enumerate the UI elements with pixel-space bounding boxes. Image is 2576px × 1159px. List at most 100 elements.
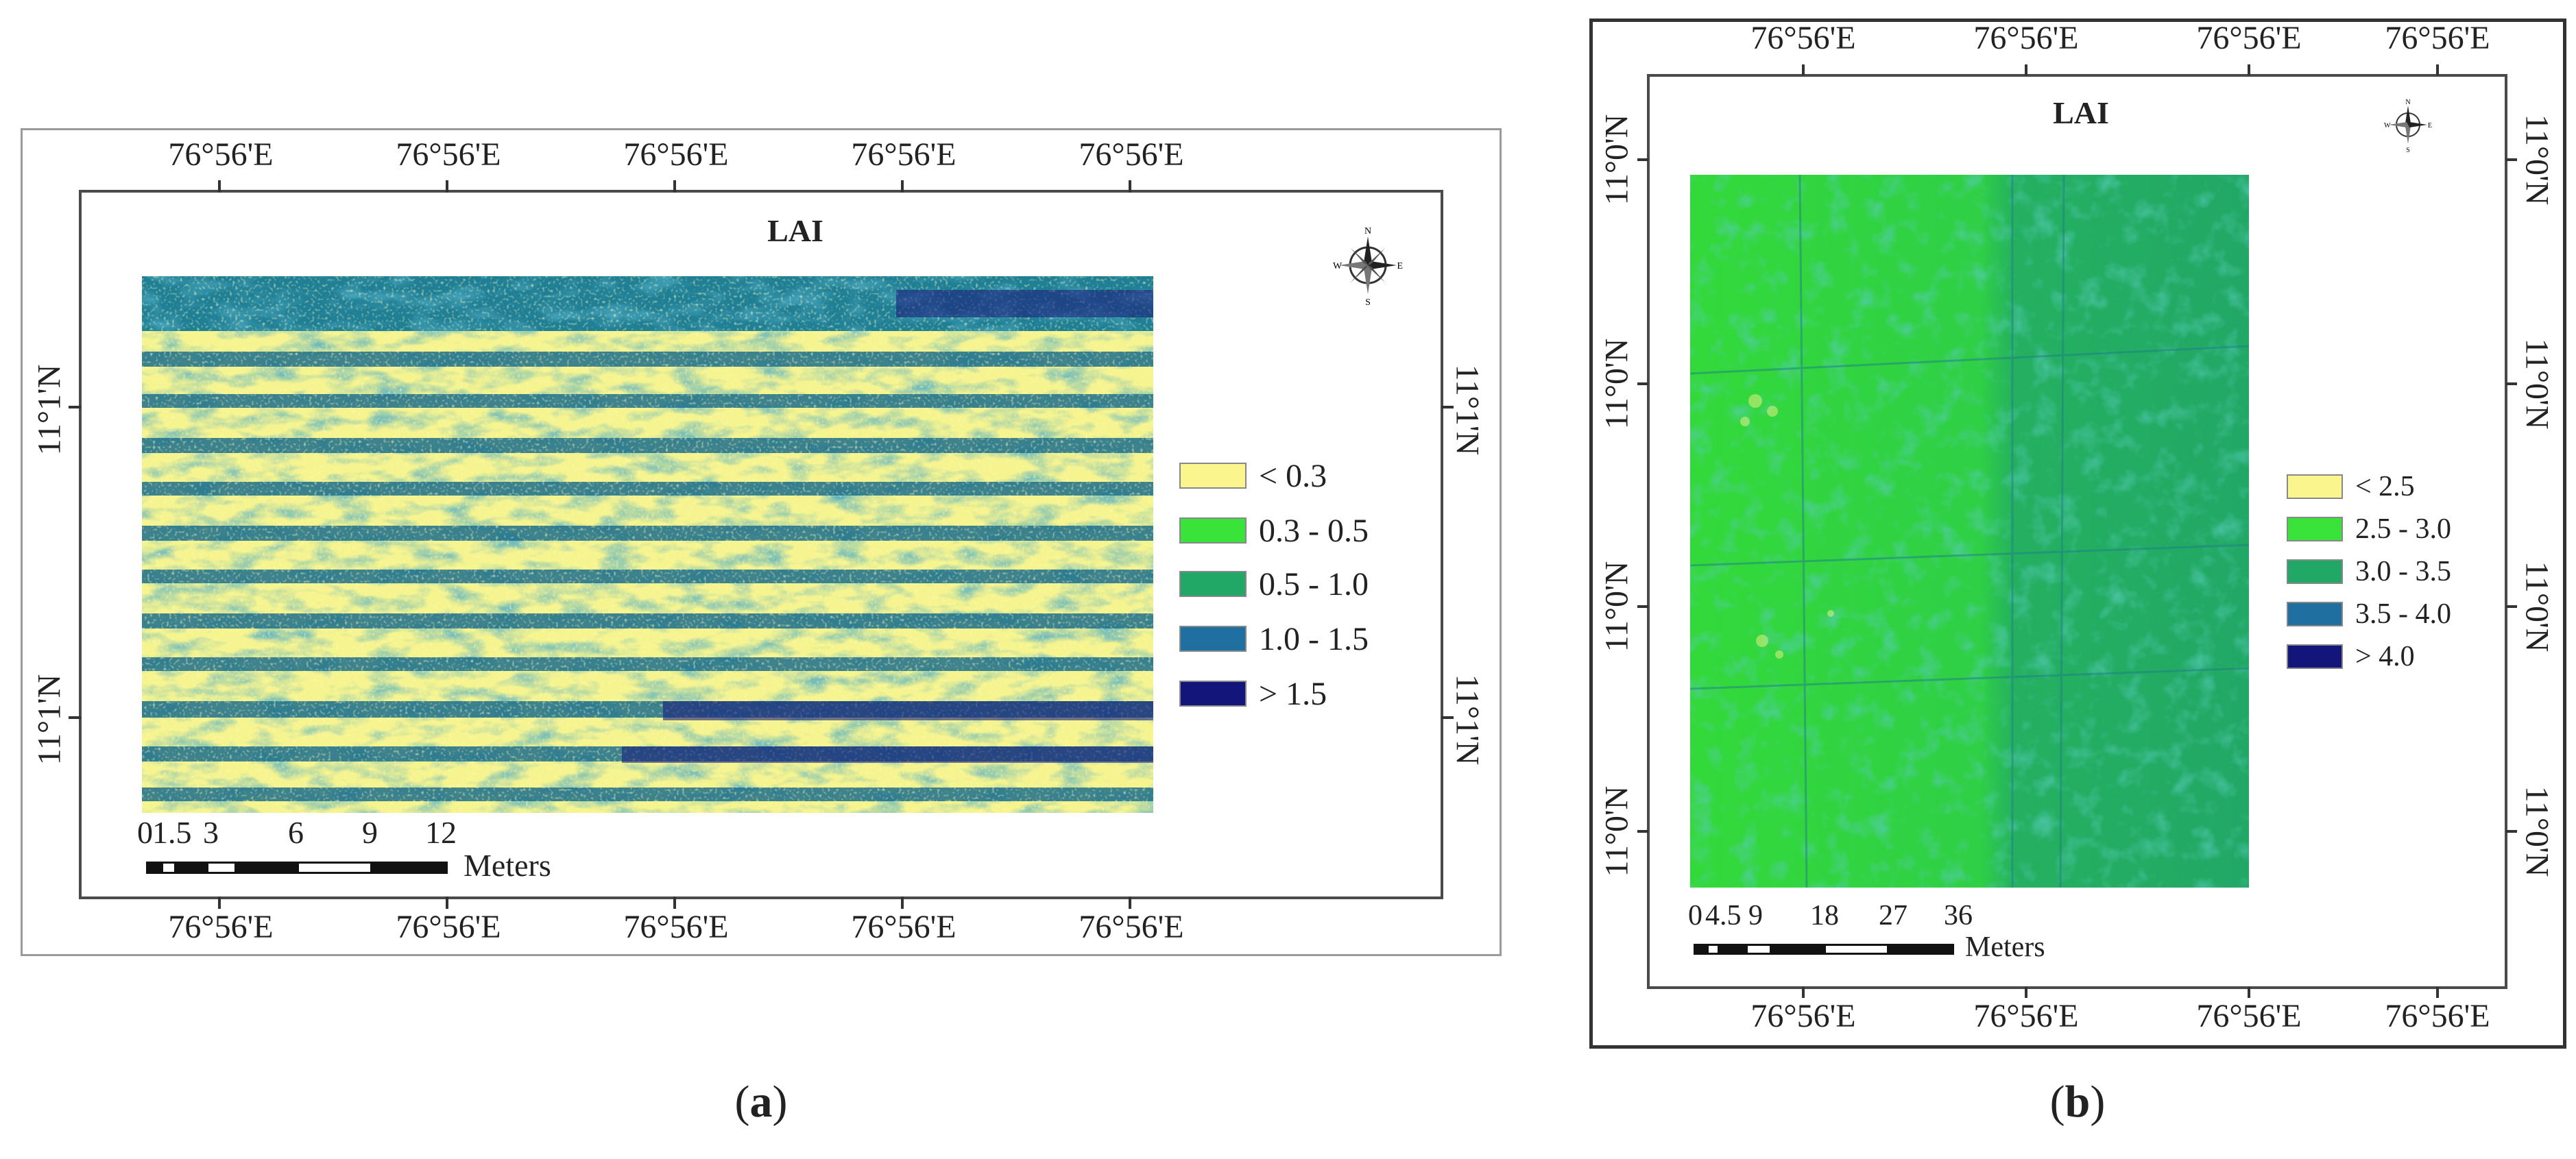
legend-item-a: 0.3 - 0.5 (1179, 513, 1369, 549)
scale-segment (372, 862, 448, 874)
tick-mark (218, 896, 221, 909)
tick-mark (2506, 605, 2517, 608)
lon-label-bottom: 76°56'E (851, 909, 956, 945)
legend-item-b: 2.5 - 3.0 (2287, 513, 2451, 545)
tick-mark (1637, 382, 1648, 385)
lat-label-right: 11°0'N (2518, 561, 2555, 652)
tick-mark (1637, 830, 1648, 833)
compass-n-label: N (2405, 99, 2410, 106)
tick-mark (2506, 158, 2517, 161)
scale-tick-label: 9 (1748, 900, 1763, 931)
panel-b-caption: (b) (2049, 1077, 2106, 1127)
tick-mark (446, 896, 448, 909)
legend-swatch (1179, 517, 1247, 544)
compass-n-label: N (1364, 226, 1371, 236)
legend-item-b: > 4.0 (2287, 641, 2415, 672)
compass-s-label: S (1365, 297, 1371, 308)
tick-mark (2436, 987, 2439, 998)
legend-item-a: 0.5 - 1.0 (1179, 566, 1369, 602)
legend-label: 1.0 - 1.5 (1259, 620, 1369, 657)
tick-mark (1802, 987, 1805, 998)
scale-tick-label: 27 (1879, 900, 1907, 931)
tick-mark (901, 180, 904, 193)
lat-label-left: 11°1'N (31, 364, 68, 456)
legend-label: 3.0 - 3.5 (2355, 556, 2451, 587)
tick-mark (69, 406, 81, 408)
lon-label-bottom: 76°56'E (623, 909, 729, 945)
tick-mark (69, 716, 81, 719)
scale-unit-label: Meters (464, 848, 551, 883)
tick-mark (1637, 158, 1648, 161)
legend-item-b: 3.0 - 3.5 (2287, 556, 2451, 587)
tick-mark (1802, 64, 1805, 75)
panel-a-caption: (a) (734, 1077, 788, 1127)
legend-swatch (2287, 517, 2343, 541)
lon-label-top: 76°56'E (2196, 20, 2302, 56)
scale-unit-label: Meters (1965, 931, 2045, 963)
lon-label-bottom: 76°56'E (168, 909, 274, 945)
lat-label-right: 11°0'N (2518, 338, 2555, 430)
scale-segment (297, 862, 372, 874)
scale-segment (206, 862, 237, 874)
compass-w-label: W (1333, 261, 1343, 271)
lon-label-bottom: 76°56'E (1079, 909, 1184, 945)
tick-mark (1441, 716, 1454, 719)
compass-icon: N S W E (1333, 226, 1403, 308)
lat-label-left: 11°0'N (1598, 338, 1635, 430)
scale-segment (1746, 944, 1772, 955)
scale-segment (1772, 944, 1824, 955)
tick-mark (2248, 64, 2250, 75)
tick-mark (2025, 987, 2027, 998)
scale-tick-label: 6 (288, 815, 304, 850)
legend-item-a: < 0.3 (1179, 458, 1327, 494)
scale-tick-label: 0 (1688, 900, 1702, 931)
legend-label: > 1.5 (1259, 675, 1327, 712)
scale-tick-label: 1.5 (152, 815, 192, 850)
lon-label-top: 76°56'E (168, 136, 274, 173)
lat-label-left: 11°0'N (1598, 785, 1635, 877)
scale-tick-label: 3 (203, 815, 219, 850)
compass-s-label: S (2406, 147, 2410, 154)
legend-swatch (1179, 681, 1247, 707)
legend-swatch (2287, 644, 2343, 669)
tick-mark (2506, 830, 2517, 833)
scale-segment (1694, 944, 1707, 955)
lon-label-top: 76°56'E (623, 136, 729, 173)
legend-label: 2.5 - 3.0 (2355, 513, 2451, 545)
legend-item-a: > 1.5 (1179, 676, 1327, 712)
lat-label-left: 11°1'N (31, 674, 68, 766)
lat-label-right: 11°1'N (1449, 674, 1486, 766)
compass-icon: N S W E (2384, 99, 2432, 154)
panel-b-map-frame (1647, 74, 2507, 989)
legend-swatch (2287, 474, 2343, 499)
legend-swatch (1179, 626, 1247, 652)
panel-b-title: LAI (2053, 95, 2109, 130)
lon-label-bottom: 76°56'E (2196, 998, 2302, 1034)
lon-label-bottom: 76°56'E (1750, 998, 1856, 1034)
scale-segment (1707, 944, 1720, 955)
lon-label-top: 76°56'E (851, 136, 956, 173)
scale-segment (146, 862, 161, 874)
lai-raster-a (142, 276, 1153, 813)
lat-label-right: 11°0'N (2518, 785, 2555, 877)
lon-label-top: 76°56'E (396, 136, 501, 173)
tick-mark (1129, 896, 1131, 909)
tick-mark (673, 180, 676, 193)
scale-segment (1824, 944, 1889, 955)
legend-item-b: 3.5 - 4.0 (2287, 598, 2451, 630)
scale-tick-label: 12 (425, 815, 457, 850)
panel-a-map-frame (79, 190, 1443, 899)
legend-label: 0.5 - 1.0 (1259, 565, 1369, 602)
compass-e-label: E (2428, 122, 2432, 130)
lon-label-top: 76°56'E (1079, 136, 1184, 173)
scale-segment (176, 862, 206, 874)
legend-label: > 4.0 (2355, 641, 2415, 672)
lon-label-top: 76°56'E (1973, 20, 2079, 56)
tick-mark (446, 180, 448, 193)
scale-tick-label: 18 (1810, 900, 1839, 931)
panel-b-outer-frame (1589, 19, 2566, 1049)
scale-segment (237, 862, 297, 874)
lat-label-left: 11°0'N (1598, 114, 1635, 206)
lat-label-left: 11°0'N (1598, 561, 1635, 652)
tick-mark (673, 896, 676, 909)
